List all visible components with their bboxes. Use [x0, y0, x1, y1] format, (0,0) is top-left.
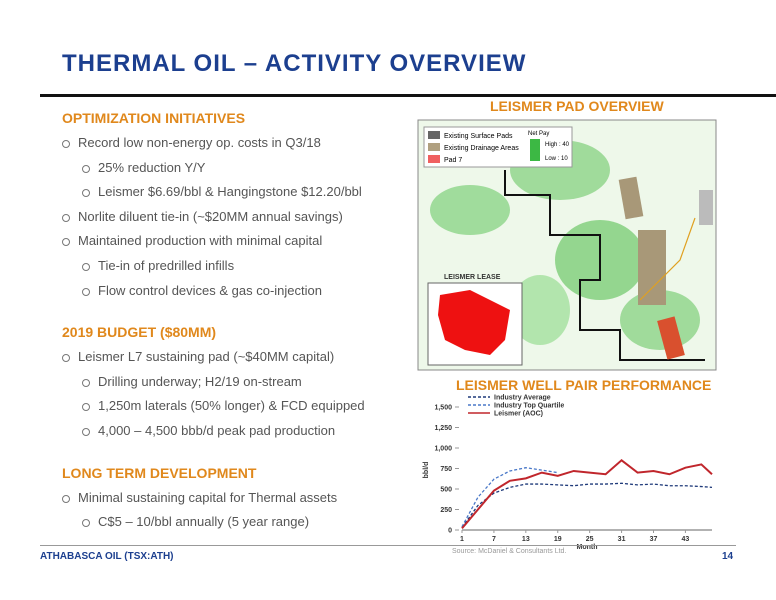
map: Existing Surface Pads Existing Drainage …: [417, 119, 717, 371]
x-tick-label: 25: [586, 536, 594, 543]
net-pay-high: High : 40: [545, 142, 570, 148]
legend-swatch: [428, 131, 440, 139]
net-pay-ramp: [530, 139, 540, 161]
pay-area: [430, 185, 510, 235]
page-number: 14: [722, 551, 734, 562]
legend-label: Industry Top Quartile: [494, 403, 564, 410]
x-tick-label: 13: [522, 536, 530, 543]
x-tick-label: 7: [492, 536, 496, 543]
pay-area: [510, 275, 570, 345]
pipeline: [639, 217, 696, 301]
x-tick-label: 37: [650, 536, 658, 543]
map-title: LEISMER PAD OVERVIEW: [490, 98, 664, 114]
series-line: [461, 459, 713, 530]
y-tick-label: 1,500: [434, 405, 452, 412]
map-legend-label: Existing Surface Pads: [444, 133, 513, 140]
y-axis-label: bbl/d: [423, 462, 430, 479]
x-tick-label: 1: [460, 536, 464, 543]
bullet: Norlite diluent tie-in (~$20MM annual sa…: [62, 205, 412, 230]
pad: [618, 176, 644, 220]
y-tick-label: 1,000: [434, 446, 452, 453]
bullet: C$5 – 10/bbl annually (5 year range): [82, 510, 412, 535]
lease-area: [438, 290, 510, 355]
left-column: OPTIMIZATION INITIATIVES Record low non-e…: [62, 105, 412, 535]
y-tick-label: 500: [440, 487, 452, 494]
map-legend-label: Existing Drainage Areas: [444, 145, 519, 152]
bullet: 4,000 – 4,500 bbb/d peak pad production: [82, 419, 412, 444]
legend-swatch: [428, 143, 440, 151]
bullet: Leismer L7 sustaining pad (~$40MM capita…: [62, 345, 412, 370]
net-pay-low: Low : 10: [545, 156, 568, 162]
bullet: Drilling underway; H2/19 on-stream: [82, 370, 412, 395]
footer-rule: [40, 545, 736, 546]
pad: [638, 230, 666, 305]
net-pay-label: Net Pay: [528, 131, 549, 137]
section-heading: OPTIMIZATION INITIATIVES: [62, 110, 246, 126]
pad-7: [657, 316, 685, 360]
lease-boundary: [504, 170, 705, 361]
chart-title: LEISMER WELL PAIR PERFORMANCE: [456, 377, 712, 393]
bullet: Record low non-energy op. costs in Q3/18: [62, 131, 412, 156]
bullet: Flow control devices & gas co-injection: [82, 279, 412, 304]
x-axis-label: Month: [577, 544, 598, 551]
x-tick-label: 19: [554, 536, 562, 543]
bullet: Maintained production with minimal capit…: [62, 229, 412, 254]
footer-company: ATHABASCA OIL (TSX:ATH): [40, 551, 174, 562]
section-heading: 2019 BUDGET ($80MM): [62, 324, 217, 341]
facility: [699, 190, 713, 225]
lease-label: LEISMER LEASE: [444, 274, 501, 281]
bullet: 25% reduction Y/Y: [82, 156, 412, 181]
slide-title: THERMAL OIL – ACTIVITY OVERVIEW: [62, 50, 527, 77]
x-tick-label: 43: [682, 536, 690, 543]
bullet: 1,250m laterals (50% longer) & FCD equip…: [82, 394, 412, 419]
source-note: Source: McDaniel & Consultants Ltd.: [452, 548, 567, 555]
map-legend: [423, 126, 573, 168]
series-line: [461, 467, 558, 528]
title-rule: [40, 94, 776, 97]
bullet: Minimal sustaining capital for Thermal a…: [62, 486, 412, 511]
legend-label: Leismer (AOC): [494, 411, 543, 418]
y-tick-label: 1,250: [434, 425, 452, 432]
legend-label: Industry Average: [494, 395, 551, 402]
map-legend-label: Pad 7: [444, 157, 462, 164]
legend-swatch: [428, 155, 440, 163]
bullet: Tie-in of predrilled infills: [82, 254, 412, 279]
bullet: Leismer $6.69/bbl & Hangingstone $12.20/…: [82, 180, 412, 205]
y-tick-label: 750: [440, 466, 452, 473]
section-heading: LONG TERM DEVELOPMENT: [62, 464, 257, 481]
x-tick-label: 31: [618, 536, 626, 543]
series-line: [461, 482, 713, 528]
y-tick-label: 250: [440, 507, 452, 514]
y-tick-label: 0: [448, 528, 452, 535]
